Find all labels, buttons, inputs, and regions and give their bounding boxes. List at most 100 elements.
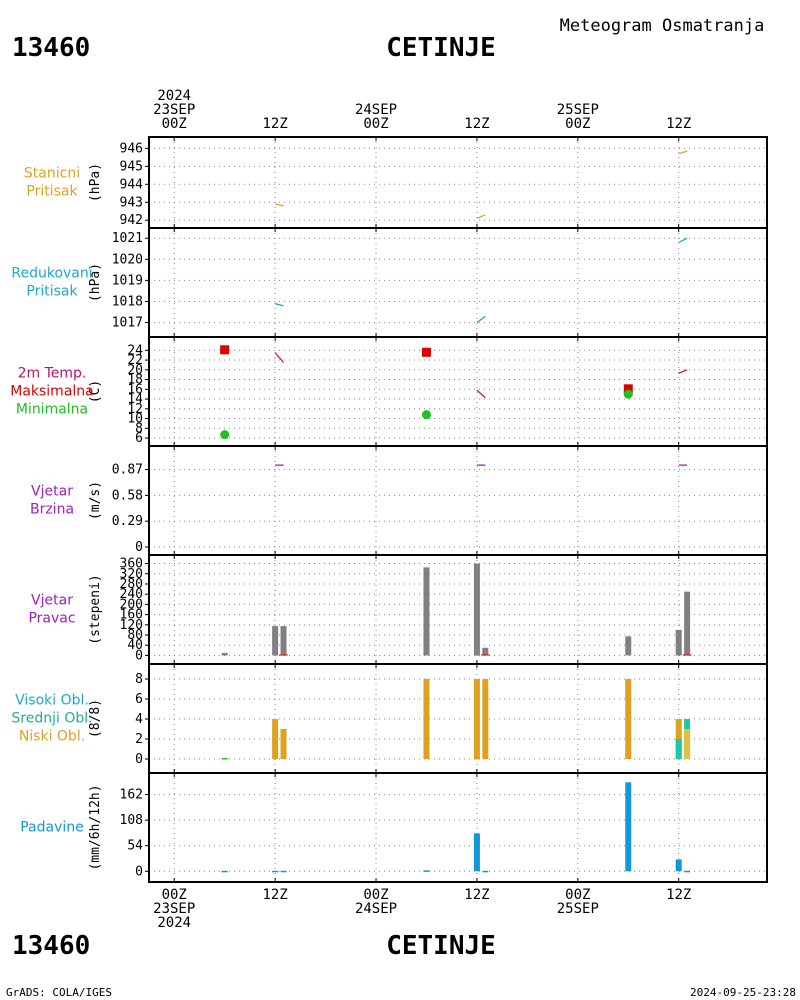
panel-clouds: 0 2 4 6 8 (8/8)Visoki Obl. Srednji Obl. Niski O… <box>11 663 768 774</box>
panel-title-line: Visoki Obl. <box>15 693 89 709</box>
y-axis-label: (C) <box>88 380 103 403</box>
station-id-bottom: 13460 <box>12 931 90 961</box>
panel-wind_speed: 0 0.29 0.58 0.87 (m/s) Vjetar Brzina <box>30 445 768 556</box>
bar <box>423 567 430 656</box>
time-axis-label: 00Z <box>162 887 187 903</box>
panel-frame <box>148 227 768 338</box>
y-axis-label: (stepeni) <box>88 574 103 644</box>
series-line <box>476 315 486 324</box>
y-tick-label: 0.58 <box>112 488 143 503</box>
series-line <box>678 237 688 244</box>
bar <box>675 859 682 872</box>
y-tick-label: 280 <box>120 577 143 592</box>
y-tick-label: 942 <box>120 213 143 228</box>
y-tick-label: 0.87 <box>112 463 143 478</box>
y-tick-label: 1021 <box>112 231 143 246</box>
y-tick-label: 0 <box>135 648 143 663</box>
y-tick-label: 8 <box>135 421 143 436</box>
panel-title-line: Stanicni <box>24 166 80 182</box>
y-tick-label: 6 <box>135 692 143 707</box>
max-temp-marker <box>623 384 633 394</box>
y-tick-label: 8 <box>135 672 143 687</box>
panel-title-line: Pravac <box>28 611 75 627</box>
bar <box>272 626 279 656</box>
bar-overlay <box>684 729 691 759</box>
y-tick-label: 40 <box>127 638 143 653</box>
time-axis-label: 25SEP <box>557 901 599 917</box>
y-tick-label: 14 <box>127 392 143 407</box>
y-tick-label: 16 <box>127 382 143 397</box>
panel-title-line: Padavine <box>20 820 84 836</box>
y-tick-label: 943 <box>120 195 143 210</box>
panel-frame <box>148 772 768 883</box>
bar <box>625 679 632 759</box>
panel-title-line: Minimalna <box>16 402 88 418</box>
bar <box>473 679 480 759</box>
y-tick-label: 120 <box>120 618 143 633</box>
panel-station_pressure: 942 943 944 945 946 (hPa) Stanicni Pritisak <box>24 136 768 229</box>
y-tick-label: 24 <box>127 343 143 358</box>
y-tick-label: 22 <box>127 353 143 368</box>
time-axis-label: 24SEP <box>355 102 397 118</box>
y-tick-label: 4 <box>135 712 143 727</box>
bar <box>473 563 480 656</box>
series-line <box>476 389 486 399</box>
panel-title-line: Vjetar <box>31 593 73 609</box>
y-tick-label: 12 <box>127 402 143 417</box>
panel-title-line: Srednji Obl. <box>11 711 92 727</box>
bar <box>482 679 489 759</box>
max-temp-marker <box>421 347 431 357</box>
time-axis-label: 00Z <box>363 116 388 132</box>
bar <box>675 629 682 656</box>
y-tick-label: 946 <box>120 141 143 156</box>
y-axis-label: (mm/6h/12h) <box>88 784 103 870</box>
time-axis-label: 12Z <box>262 116 287 132</box>
bar <box>280 729 287 759</box>
panel-title-line: Pritisak <box>26 184 78 200</box>
y-tick-label: 945 <box>120 159 143 174</box>
series-line <box>678 369 688 374</box>
grads-credit: GrADS: COLA/IGES <box>6 986 112 999</box>
bar <box>482 870 489 873</box>
station-name-bottom: CETINJE <box>386 931 496 961</box>
time-axis-label: 00Z <box>363 887 388 903</box>
station-name-top: CETINJE <box>386 33 496 63</box>
station-id-top: 13460 <box>12 33 90 63</box>
min-temp-marker <box>623 389 633 399</box>
time-axis-label: 12Z <box>666 887 691 903</box>
meteogram-subtitle: Meteogram Osmatranja <box>560 16 765 36</box>
panel-frame <box>148 336 768 447</box>
time-axis-label: 23SEP <box>153 901 195 917</box>
bar <box>684 591 691 656</box>
bar <box>272 719 279 759</box>
panel-frame <box>148 136 768 229</box>
min-temp-marker <box>421 410 431 420</box>
bar <box>625 636 632 656</box>
y-tick-label: 54 <box>127 839 143 854</box>
bar <box>482 647 489 656</box>
y-tick-label: 80 <box>127 628 143 643</box>
time-axis-label: 00Z <box>565 887 590 903</box>
y-tick-label: 200 <box>120 597 143 612</box>
bar <box>221 758 228 760</box>
y-tick-label: 10 <box>127 412 143 427</box>
timestamp: 2024-09-25-23:28 <box>690 986 796 999</box>
y-tick-label: 20 <box>127 363 143 378</box>
y-axis-label: (hPa) <box>88 163 103 202</box>
y-tick-label: 160 <box>120 608 143 623</box>
y-tick-label: 0 <box>135 864 143 879</box>
panel-title-line: Niski Obl. <box>19 729 85 745</box>
panel-title-line: Redukovani <box>11 266 92 282</box>
time-axis-label: 12Z <box>464 887 489 903</box>
min-temp-marker <box>220 430 230 440</box>
time-axis-label: 25SEP <box>557 102 599 118</box>
time-axis-label: 12Z <box>464 116 489 132</box>
y-tick-label: 2 <box>135 732 143 747</box>
max-temp-marker <box>220 345 230 355</box>
panel-frame <box>148 445 768 556</box>
y-tick-label: 108 <box>120 813 143 828</box>
